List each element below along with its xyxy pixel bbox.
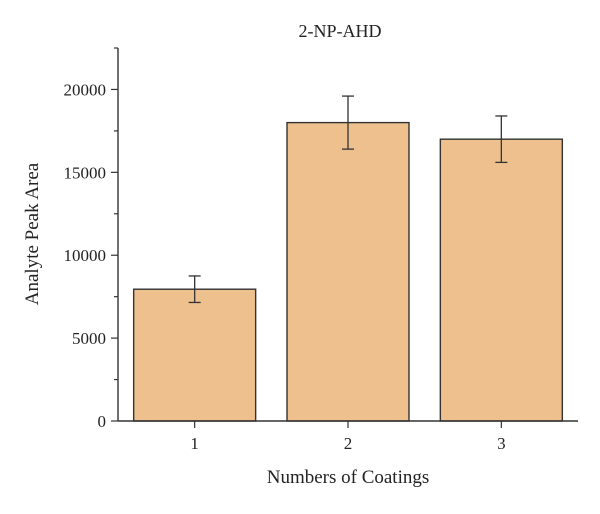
bar-1 <box>132 288 257 422</box>
chart-title: 2-NP-AHD <box>299 21 382 41</box>
error-bar-2 <box>342 95 354 150</box>
x-tick-label: 2 <box>344 434 353 453</box>
error-bar-3 <box>495 115 508 164</box>
x-axis-label: Numbers of Coatings <box>267 467 430 488</box>
y-tick-label: 10000 <box>64 246 107 265</box>
error-bar-1 <box>188 275 201 304</box>
y-tick-label: 15000 <box>64 163 107 182</box>
y-tick-label: 20000 <box>64 80 107 99</box>
y-tick-label: 0 <box>98 412 107 431</box>
x-tick-label: 1 <box>190 434 199 453</box>
bar-3 <box>439 138 564 422</box>
error-bars-group <box>188 95 508 304</box>
y-axis-label: Analyte Peak Area <box>22 162 43 305</box>
x-tick-label: 3 <box>497 434 506 453</box>
y-ticks-group: 0 5000 10000 15000 20000 <box>64 47 118 431</box>
y-tick-label: 5000 <box>72 329 106 348</box>
x-ticks-group: 1 2 3 <box>190 421 506 453</box>
bar-2 <box>286 121 410 422</box>
bars-group <box>132 121 564 422</box>
